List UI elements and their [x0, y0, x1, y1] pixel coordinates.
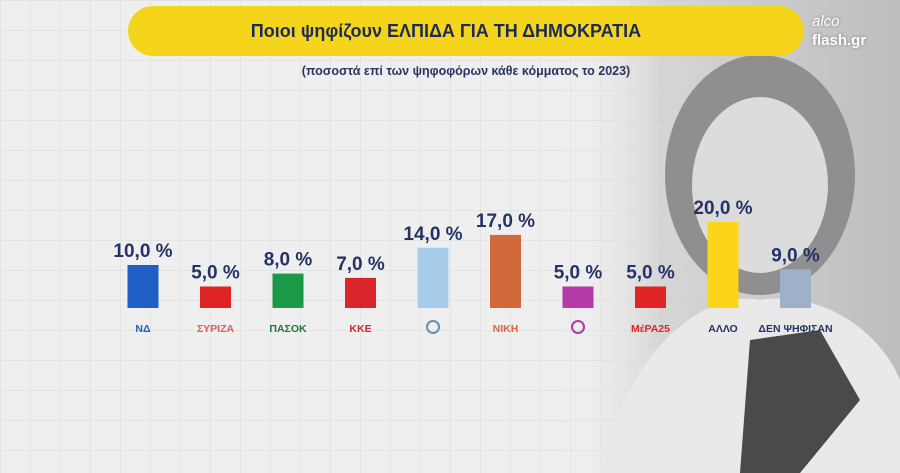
bar-3	[272, 273, 304, 308]
party-label-4: ΚΚΕ	[349, 323, 371, 335]
value-label-9: 20,0 %	[693, 198, 752, 219]
bar-7	[562, 286, 594, 308]
brand-line-1: alco	[812, 13, 840, 30]
brand-logo: alco flash.gr	[812, 12, 866, 50]
party-logo-5	[426, 320, 440, 334]
value-label-4: 7,0 %	[336, 254, 385, 275]
bar-1	[127, 265, 159, 308]
party-label-9: ΑΛΛΟ	[708, 323, 737, 335]
bar-10	[780, 269, 811, 308]
party-label-3: ΠΑΣΟΚ	[269, 323, 307, 335]
value-label-7: 5,0 %	[554, 263, 603, 284]
bar-5	[417, 247, 449, 308]
value-label-3: 8,0 %	[264, 250, 313, 271]
party-label-10: ΔΕΝ ΨΗΦΙΣΑΝ	[758, 323, 832, 335]
title-banner: Ποιοι ψηφίζουν ΕΛΠΙΔΑ ΓΙΑ ΤΗ ΔΗΜΟΚΡΑΤΙΑ	[128, 6, 804, 56]
bar-6	[490, 234, 521, 308]
bar-2	[200, 286, 231, 308]
chart-title: Ποιοι ψηφίζουν ΕΛΠΙΔΑ ΓΙΑ ΤΗ ΔΗΜΟΚΡΑΤΙΑ	[250, 20, 642, 41]
value-label-6: 17,0 %	[476, 211, 535, 232]
party-label-6: ΝΙΚΗ	[493, 323, 519, 335]
chart-subtitle: (ποσοστά επί των ψηφοφόρων κάθε κόμματος…	[301, 64, 631, 78]
bar-4	[345, 277, 376, 308]
bar-9	[707, 222, 739, 308]
party-label-8: ΜέΡΑ25	[631, 323, 670, 335]
brand-line-2: flash.gr	[812, 32, 867, 49]
value-label-8: 5,0 %	[626, 263, 675, 284]
value-label-2: 5,0 %	[191, 263, 240, 284]
bar-8	[635, 286, 666, 308]
party-logo-7	[571, 320, 585, 334]
value-label-5: 14,0 %	[403, 224, 462, 245]
value-label-10: 9,0 %	[771, 245, 820, 266]
value-label-1: 10,0 %	[113, 241, 172, 262]
party-label-2: ΣΥΡΙΖΑ	[197, 323, 235, 335]
party-label-1: ΝΔ	[135, 323, 151, 335]
